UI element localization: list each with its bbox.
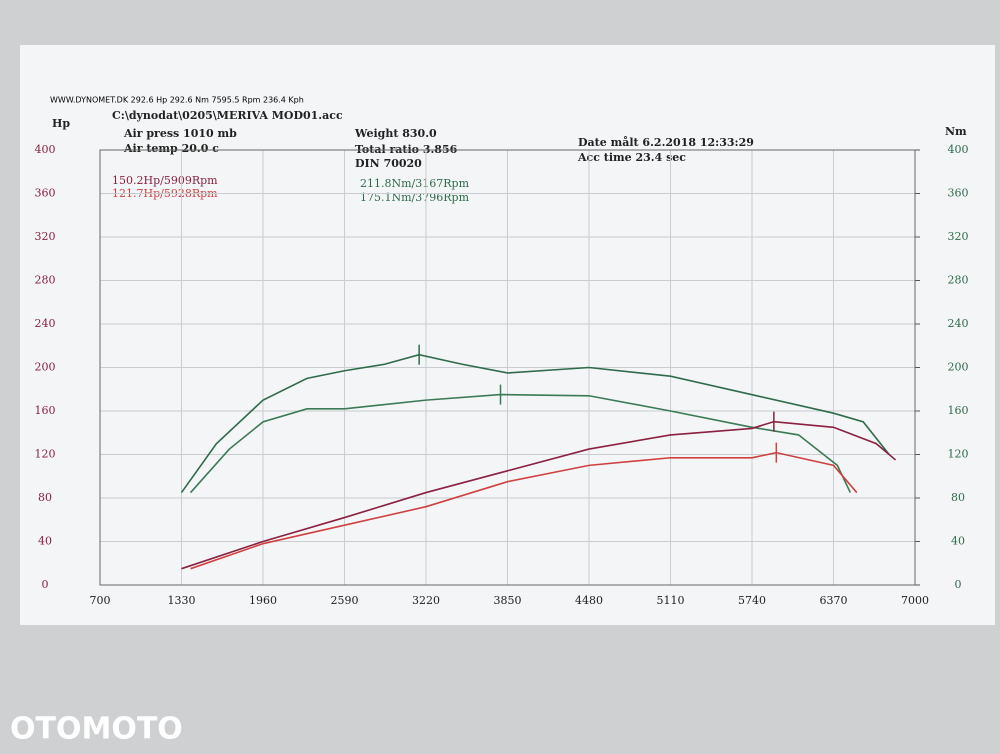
annotation: 211.8Nm/3167Rpm xyxy=(360,177,470,190)
x-tick-label: 3850 xyxy=(494,594,522,607)
y2-tick-label: 120 xyxy=(948,448,969,461)
x-tick-label: 6370 xyxy=(820,594,848,607)
y-axis-label: Hp xyxy=(52,117,70,130)
annotation: 175.1Nm/3796Rpm xyxy=(360,191,470,204)
x-tick-label: 1330 xyxy=(168,594,196,607)
y2-tick-label: 280 xyxy=(948,274,969,287)
file-name: C:\dynodat\0205\MERIVA MOD01.acc xyxy=(112,109,343,122)
y-tick-label: 280 xyxy=(35,274,56,287)
x-tick-label: 5110 xyxy=(657,594,685,607)
line-series xyxy=(181,420,897,570)
x-tick-label: 2590 xyxy=(331,594,359,607)
y-tick-label: 240 xyxy=(35,317,56,330)
y2-tick-label: 400 xyxy=(948,143,969,156)
info: Acc time 23.4 sec xyxy=(577,151,686,164)
x-tick-label: 4480 xyxy=(575,594,603,607)
y-tick-label: 400 xyxy=(35,143,56,156)
y-tick-label: 120 xyxy=(35,448,56,461)
plot-frame xyxy=(99,149,916,586)
y-tick-label: 200 xyxy=(35,361,56,374)
y2-tick-label: 40 xyxy=(951,535,965,548)
y-tick-label: 360 xyxy=(35,187,56,200)
y2-tick-label: 80 xyxy=(951,491,965,504)
y2-tick-label: 240 xyxy=(948,317,969,330)
line-series xyxy=(180,353,890,494)
y-tick-label: 40 xyxy=(38,535,52,548)
x-tick-label: 5740 xyxy=(738,594,766,607)
y-tick-label: 0 xyxy=(42,578,49,591)
x-tick-label: 700 xyxy=(90,594,111,607)
y2-tick-label: 320 xyxy=(948,230,969,243)
x-tick-label: 3220 xyxy=(412,594,440,607)
info: Air temp 20.0 c xyxy=(123,142,219,155)
info: Date målt 6.2.2018 12:33:29 xyxy=(578,136,754,149)
y-tick-label: 320 xyxy=(35,230,56,243)
watermark: OTOMOTO xyxy=(10,712,183,747)
line-series xyxy=(190,451,858,570)
info: DIN 70020 xyxy=(355,157,422,170)
y-tick-label: 160 xyxy=(35,404,56,417)
y2-tick-label: 360 xyxy=(948,187,969,200)
y2-tick-label: 200 xyxy=(948,361,969,374)
header: WWW.DYNOMET.DK 292.6 Hp 292.6 Nm 7595.5 … xyxy=(50,96,304,105)
y2-tick-label: 0 xyxy=(955,578,962,591)
annotation: 150.2Hp/5909Rpm xyxy=(112,174,218,187)
info: Weight 830.0 xyxy=(354,127,437,140)
y-tick-label: 80 xyxy=(38,491,52,504)
info: Air press 1010 mb xyxy=(123,127,237,140)
x-tick-label: 7000 xyxy=(901,594,929,607)
x-tick-label: 1960 xyxy=(249,594,277,607)
y2-axis-label: Nm xyxy=(945,125,967,138)
y2-tick-label: 160 xyxy=(948,404,969,417)
